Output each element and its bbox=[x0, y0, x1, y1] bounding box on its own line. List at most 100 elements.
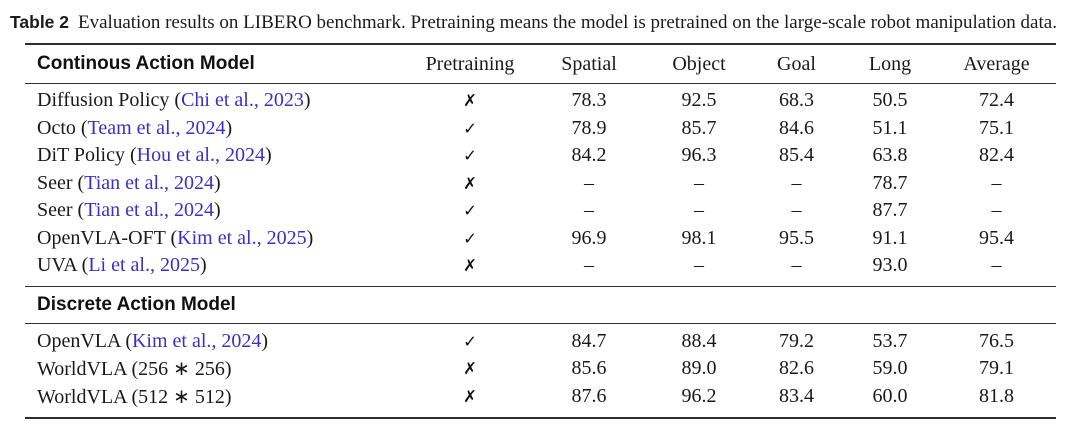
table-row-octo: Octo (Team et al., 2024) ✓ 78.9 85.7 84.… bbox=[25, 115, 1056, 143]
object-value: – bbox=[694, 199, 704, 222]
model-name-cell: OpenVLA-OFT (Kim et al., 2025) bbox=[25, 225, 410, 253]
model-name: OpenVLA-OFT ( bbox=[37, 226, 178, 249]
model-name-suffix: ) bbox=[264, 144, 272, 167]
citation-link[interactable]: Team et al., 2024 bbox=[87, 116, 226, 139]
model-name: Octo ( bbox=[37, 116, 88, 139]
pretraining-mark: ✓ bbox=[463, 331, 477, 351]
spatial-value: 85.6 bbox=[571, 357, 607, 380]
object-value: 96.2 bbox=[681, 384, 717, 407]
model-name-cell: WorldVLA (512 ∗ 512) bbox=[25, 383, 410, 419]
pretraining-mark: ✓ bbox=[463, 118, 477, 138]
citation-link[interactable]: Tian et al., 2024 bbox=[84, 199, 215, 222]
average-value: 81.8 bbox=[979, 384, 1014, 407]
long-value: 60.0 bbox=[872, 384, 908, 407]
model-name: Seer ( bbox=[37, 199, 85, 222]
column-header-spatial: Spatial bbox=[530, 44, 648, 84]
object-value: 88.4 bbox=[681, 329, 717, 352]
model-name-cell: DiT Policy (Hou et al., 2024) bbox=[25, 142, 410, 170]
pretraining-mark: ✗ bbox=[410, 252, 530, 287]
object-value: – bbox=[648, 252, 750, 287]
goal-value: – bbox=[791, 171, 802, 194]
object-value: 89.0 bbox=[681, 357, 717, 380]
pretraining-mark: ✗ bbox=[463, 173, 477, 193]
object-value: – bbox=[694, 171, 704, 194]
object-value: 96.3 bbox=[681, 144, 717, 167]
long-value: 53.7 bbox=[872, 329, 908, 352]
average-value: 76.5 bbox=[979, 329, 1014, 352]
spatial-value: 96.9 bbox=[571, 226, 607, 249]
model-name-suffix: ) bbox=[306, 226, 314, 249]
model-name: WorldVLA (256 ∗ 256) bbox=[37, 358, 232, 381]
table-row-openvla: OpenVLA (Kim et al., 2024) ✓ 84.7 88.4 7… bbox=[25, 323, 1056, 355]
column-header-long: Long bbox=[843, 44, 937, 84]
citation-link[interactable]: Hou et al., 2024 bbox=[136, 144, 265, 167]
pretraining-mark: ✗ bbox=[463, 91, 477, 111]
model-name: Seer ( bbox=[37, 171, 85, 194]
citation-link[interactable]: Chi et al., 2023 bbox=[181, 89, 304, 112]
spatial-value: 84.7 bbox=[571, 329, 607, 352]
pretraining-mark: ✗ bbox=[463, 359, 477, 379]
citation-link[interactable]: Kim et al., 2025 bbox=[177, 226, 307, 249]
object-value: 92.5 bbox=[681, 89, 717, 112]
model-name-cell: UVA (Li et al., 2025) bbox=[25, 252, 410, 287]
model-name-suffix: ) bbox=[199, 254, 207, 277]
goal-value: 84.6 bbox=[779, 116, 814, 139]
long-value: 59.0 bbox=[872, 357, 908, 380]
object-value: 85.7 bbox=[681, 116, 717, 139]
model-name-cell: OpenVLA (Kim et al., 2024) bbox=[25, 323, 410, 355]
pretraining-mark: ✓ bbox=[463, 228, 477, 248]
model-name: WorldVLA (512 ∗ 512) bbox=[37, 385, 232, 408]
model-name-suffix: ) bbox=[303, 89, 311, 112]
spatial-value: – bbox=[584, 199, 594, 222]
citation-link[interactable]: Kim et al., 2024 bbox=[131, 329, 262, 352]
table-caption: Table 2 Evaluation results on LIBERO benc… bbox=[0, 0, 1080, 43]
goal-value: – bbox=[791, 199, 802, 222]
citation-link[interactable]: Tian et al., 2024 bbox=[84, 171, 215, 194]
table-caption-text: Evaluation results on LIBERO benchmark. … bbox=[78, 12, 1057, 33]
table-header-row: Continous Action Model Pretraining Spati… bbox=[25, 44, 1056, 84]
average-value: – bbox=[937, 252, 1056, 287]
average-value: 79.1 bbox=[979, 357, 1014, 380]
model-name-cell: Seer (Tian et al., 2024) bbox=[25, 197, 410, 225]
model-name-cell: Octo (Team et al., 2024) bbox=[25, 115, 410, 143]
table-row-seer-pretrained: Seer (Tian et al., 2024) ✓ – – – 87.7 – bbox=[25, 197, 1056, 225]
long-value: 87.7 bbox=[872, 199, 908, 222]
model-name-suffix: ) bbox=[214, 199, 221, 222]
citation-link[interactable]: Li et al., 2025 bbox=[88, 254, 200, 277]
long-value: 91.1 bbox=[872, 226, 908, 249]
average-value: 75.1 bbox=[979, 116, 1014, 139]
table-row-seer-scratch: Seer (Tian et al., 2024) ✗ – – – 78.7 – bbox=[25, 170, 1056, 198]
spatial-value: 78.9 bbox=[571, 116, 607, 139]
spatial-value: – bbox=[530, 252, 648, 287]
table-row-worldvla-256: WorldVLA (256 ∗ 256) ✗ 85.6 89.0 82.6 59… bbox=[25, 355, 1056, 383]
long-value: 51.1 bbox=[872, 116, 908, 139]
model-name-suffix: ) bbox=[261, 329, 269, 352]
average-value: 72.4 bbox=[979, 89, 1014, 112]
table-row-uva: UVA (Li et al., 2025) ✗ – – – 93.0 – bbox=[25, 252, 1056, 287]
column-header-goal: Goal bbox=[750, 44, 843, 84]
goal-value: 82.6 bbox=[779, 357, 814, 380]
table-row-dit-policy: DiT Policy (Hou et al., 2024) ✓ 84.2 96.… bbox=[25, 142, 1056, 170]
goal-value: 83.4 bbox=[779, 384, 814, 407]
model-name-suffix: ) bbox=[214, 171, 221, 194]
goal-value: 68.3 bbox=[779, 89, 814, 112]
long-value: 93.0 bbox=[843, 252, 937, 287]
goal-value: 85.4 bbox=[779, 144, 814, 167]
object-value: 98.1 bbox=[681, 226, 717, 249]
average-value: 95.4 bbox=[979, 226, 1014, 249]
table-row-worldvla-512: WorldVLA (512 ∗ 512) ✗ 87.6 96.2 83.4 60… bbox=[25, 383, 1056, 419]
goal-value: 79.2 bbox=[779, 329, 814, 352]
table-row-openvla-oft: OpenVLA-OFT (Kim et al., 2025) ✓ 96.9 98… bbox=[25, 225, 1056, 253]
model-name: OpenVLA ( bbox=[37, 329, 132, 352]
goal-value: – bbox=[750, 252, 843, 287]
average-value: – bbox=[991, 171, 1002, 194]
pretraining-mark: ✗ bbox=[463, 386, 477, 406]
section-header-continuous-action-model: Continous Action Model bbox=[25, 44, 410, 84]
section-header-discrete-action-model: Discrete Action Model bbox=[25, 286, 1056, 324]
column-header-object: Object bbox=[648, 44, 750, 84]
model-name: DiT Policy ( bbox=[37, 144, 137, 167]
column-header-average: Average bbox=[937, 44, 1056, 84]
long-value: 50.5 bbox=[872, 89, 908, 112]
table-row-diffusion-policy: Diffusion Policy (Chi et al., 2023) ✗ 78… bbox=[25, 84, 1056, 115]
